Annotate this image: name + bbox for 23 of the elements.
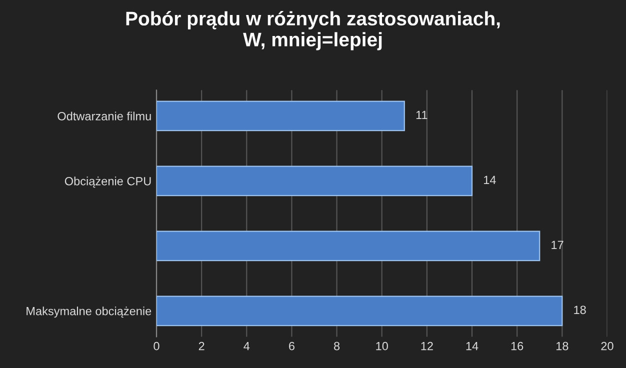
chart-title: Pobór prądu w różnych zastosowaniach, W, mniej=lepiej xyxy=(126,11,500,50)
y-tick-label: Odtwarzanie filmu xyxy=(58,112,151,120)
x-tick-label: 16 xyxy=(511,342,524,350)
x-tick-label: 18 xyxy=(556,342,568,350)
bar xyxy=(156,230,540,262)
y-tick-label: Obciążenie CPU xyxy=(64,176,151,188)
bar xyxy=(156,296,563,326)
x-tick-label: 6 xyxy=(289,342,294,350)
y-tick-label: Maksymalne obciążenie xyxy=(26,306,152,318)
x-tick-label: 0 xyxy=(154,342,160,350)
x-tick-label: 4 xyxy=(244,342,250,350)
x-tick-label: 2 xyxy=(198,342,204,350)
x-tick-label: 10 xyxy=(376,342,388,350)
data-label: 17 xyxy=(552,240,564,249)
bar xyxy=(156,100,405,132)
data-label: 11 xyxy=(416,110,428,120)
x-tick-label: 20 xyxy=(601,342,614,350)
data-label: 14 xyxy=(484,176,496,184)
x-tick-label: 12 xyxy=(421,342,433,350)
x-tick-label: 8 xyxy=(334,342,340,350)
x-tick-label: 14 xyxy=(466,342,478,350)
data-label: 18 xyxy=(574,306,586,314)
bar xyxy=(156,166,473,196)
